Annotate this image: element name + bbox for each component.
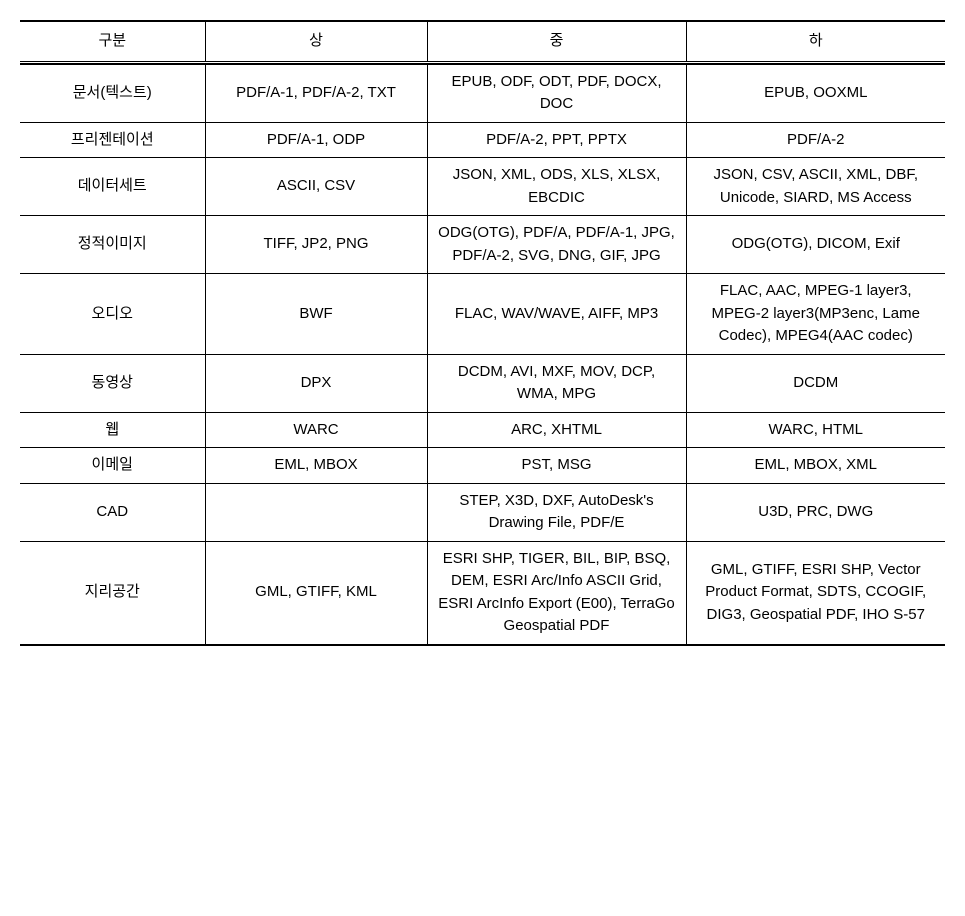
cell-category: 웹	[20, 412, 205, 448]
cell-mid: EPUB, ODF, ODT, PDF, DOCX, DOC	[427, 64, 686, 122]
cell-category: 정적이미지	[20, 216, 205, 274]
col-mid: 중	[427, 21, 686, 62]
cell-high: PDF/A-1, ODP	[205, 122, 427, 158]
cell-high	[205, 483, 427, 541]
table-row: 동영상 DPX DCDM, AVI, MXF, MOV, DCP, WMA, M…	[20, 354, 945, 412]
cell-low: EML, MBOX, XML	[686, 448, 945, 484]
cell-category: CAD	[20, 483, 205, 541]
cell-mid: STEP, X3D, DXF, AutoDesk's Drawing File,…	[427, 483, 686, 541]
table-row: 지리공간 GML, GTIFF, KML ESRI SHP, TIGER, BI…	[20, 541, 945, 645]
cell-low: DCDM	[686, 354, 945, 412]
cell-category: 이메일	[20, 448, 205, 484]
cell-high: EML, MBOX	[205, 448, 427, 484]
cell-mid: JSON, XML, ODS, XLS, XLSX, EBCDIC	[427, 158, 686, 216]
table-row: 문서(텍스트) PDF/A-1, PDF/A-2, TXT EPUB, ODF,…	[20, 64, 945, 122]
cell-low: FLAC, AAC, MPEG-1 layer3, MPEG-2 layer3(…	[686, 274, 945, 355]
cell-low: GML, GTIFF, ESRI SHP, Vector Product For…	[686, 541, 945, 645]
cell-mid: PST, MSG	[427, 448, 686, 484]
cell-high: TIFF, JP2, PNG	[205, 216, 427, 274]
cell-high: PDF/A-1, PDF/A-2, TXT	[205, 64, 427, 122]
cell-category: 동영상	[20, 354, 205, 412]
cell-high: DPX	[205, 354, 427, 412]
cell-high: WARC	[205, 412, 427, 448]
cell-category: 오디오	[20, 274, 205, 355]
cell-mid: ODG(OTG), PDF/A, PDF/A-1, JPG, PDF/A-2, …	[427, 216, 686, 274]
cell-mid: ARC, XHTML	[427, 412, 686, 448]
cell-mid: DCDM, AVI, MXF, MOV, DCP, WMA, MPG	[427, 354, 686, 412]
cell-mid: ESRI SHP, TIGER, BIL, BIP, BSQ, DEM, ESR…	[427, 541, 686, 645]
table-row: 오디오 BWF FLAC, WAV/WAVE, AIFF, MP3 FLAC, …	[20, 274, 945, 355]
table-row: CAD STEP, X3D, DXF, AutoDesk's Drawing F…	[20, 483, 945, 541]
format-table: 구분 상 중 하 문서(텍스트) PDF/A-1, PDF/A-2, TXT E…	[20, 20, 945, 646]
cell-category: 데이터세트	[20, 158, 205, 216]
col-category: 구분	[20, 21, 205, 62]
table-row: 정적이미지 TIFF, JP2, PNG ODG(OTG), PDF/A, PD…	[20, 216, 945, 274]
cell-low: PDF/A-2	[686, 122, 945, 158]
cell-category: 문서(텍스트)	[20, 64, 205, 122]
cell-high: GML, GTIFF, KML	[205, 541, 427, 645]
cell-category: 지리공간	[20, 541, 205, 645]
col-high: 상	[205, 21, 427, 62]
col-low: 하	[686, 21, 945, 62]
cell-mid: PDF/A-2, PPT, PPTX	[427, 122, 686, 158]
cell-low: WARC, HTML	[686, 412, 945, 448]
cell-low: ODG(OTG), DICOM, Exif	[686, 216, 945, 274]
table-row: 데이터세트 ASCII, CSV JSON, XML, ODS, XLS, XL…	[20, 158, 945, 216]
cell-category: 프리젠테이션	[20, 122, 205, 158]
table-header-row: 구분 상 중 하	[20, 21, 945, 62]
cell-low: JSON, CSV, ASCII, XML, DBF, Unicode, SIA…	[686, 158, 945, 216]
cell-mid: FLAC, WAV/WAVE, AIFF, MP3	[427, 274, 686, 355]
table-row: 이메일 EML, MBOX PST, MSG EML, MBOX, XML	[20, 448, 945, 484]
cell-low: U3D, PRC, DWG	[686, 483, 945, 541]
table-row: 웹 WARC ARC, XHTML WARC, HTML	[20, 412, 945, 448]
cell-low: EPUB, OOXML	[686, 64, 945, 122]
cell-high: ASCII, CSV	[205, 158, 427, 216]
cell-high: BWF	[205, 274, 427, 355]
table-row: 프리젠테이션 PDF/A-1, ODP PDF/A-2, PPT, PPTX P…	[20, 122, 945, 158]
